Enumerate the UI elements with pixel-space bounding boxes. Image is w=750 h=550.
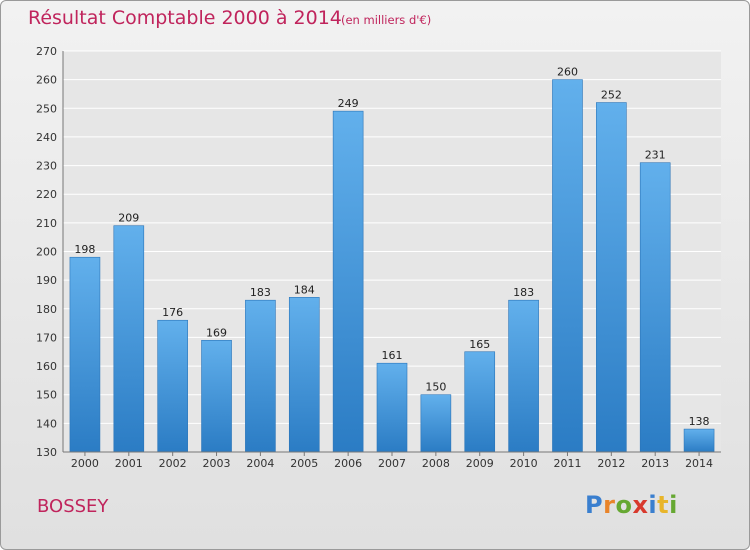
- y-tick-label: 140: [36, 417, 57, 430]
- bar-2014: [683, 428, 715, 453]
- data-label-2005: 184: [294, 283, 315, 296]
- data-label-2009: 165: [469, 338, 490, 351]
- x-tick-label-2014: 2014: [685, 457, 713, 470]
- bar-2004: [245, 299, 276, 453]
- y-tick-label: 250: [36, 102, 57, 115]
- x-tick-label-2009: 2009: [466, 457, 494, 470]
- x-tick-label-2012: 2012: [597, 457, 625, 470]
- bar-2000: [69, 256, 101, 453]
- x-tick-label-2003: 2003: [203, 457, 231, 470]
- chart-subtitle: (en milliers d'€): [341, 13, 432, 27]
- bar-2012: [596, 102, 627, 453]
- bar-2001: [113, 225, 145, 453]
- x-tick-label-2013: 2013: [641, 457, 669, 470]
- logo-letter: r: [603, 491, 616, 519]
- x-tick-label-2010: 2010: [510, 457, 538, 470]
- logo-letter: P: [585, 491, 604, 519]
- y-tick-label: 260: [36, 74, 57, 87]
- x-tick-label-2005: 2005: [290, 457, 318, 470]
- data-label-2011: 260: [557, 66, 578, 79]
- y-tick-label: 150: [36, 389, 57, 402]
- bar-2002: [157, 319, 188, 453]
- logo-letter: o: [615, 491, 633, 519]
- y-tick-label: 240: [36, 131, 57, 144]
- y-tick-label: 230: [36, 160, 57, 173]
- x-tick-label-2011: 2011: [553, 457, 581, 470]
- data-label-2013: 231: [645, 149, 666, 162]
- bar-2005: [288, 297, 320, 453]
- x-tick-label-2001: 2001: [115, 457, 143, 470]
- chart-title: Résultat Comptable 2000 à 2014: [28, 7, 342, 29]
- commune-name: BOSSEY: [37, 496, 109, 517]
- data-label-2008: 150: [425, 381, 446, 394]
- logo-letter: x: [632, 491, 649, 519]
- bar-2010: [508, 299, 539, 453]
- bar-2003: [201, 339, 232, 453]
- data-label-2010: 183: [513, 286, 534, 299]
- x-tick-label-2004: 2004: [246, 457, 274, 470]
- data-label-2006: 249: [338, 97, 359, 110]
- x-tick-label-2000: 2000: [71, 457, 99, 470]
- y-tick-label: 160: [36, 360, 57, 373]
- y-tick-label: 270: [36, 45, 57, 58]
- y-tick-label: 130: [36, 446, 57, 459]
- y-tick-label: 170: [36, 331, 57, 344]
- proxiti-logo: Proxiti: [585, 491, 678, 519]
- data-label-2012: 252: [601, 89, 622, 102]
- x-tick-label-2002: 2002: [159, 457, 187, 470]
- y-tick-label: 200: [36, 246, 57, 259]
- bar-2013: [639, 162, 671, 453]
- bar-2009: [464, 351, 496, 453]
- y-tick-label: 220: [36, 188, 57, 201]
- logo-letter: t: [657, 491, 670, 519]
- y-tick-label: 180: [36, 303, 57, 316]
- data-label-2014: 138: [689, 415, 710, 428]
- data-label-2007: 161: [382, 349, 403, 362]
- bar-2007: [376, 362, 408, 453]
- y-tick-label: 210: [36, 217, 57, 230]
- data-label-2001: 209: [118, 212, 139, 225]
- data-label-2002: 176: [162, 306, 183, 319]
- bar-2011: [552, 79, 583, 453]
- bar-2006: [332, 110, 364, 453]
- data-label-2000: 198: [74, 243, 95, 256]
- x-tick-label-2008: 2008: [422, 457, 450, 470]
- data-label-2003: 169: [206, 326, 227, 339]
- logo-letter: i: [669, 491, 678, 519]
- data-label-2004: 183: [250, 286, 271, 299]
- x-tick-label-2007: 2007: [378, 457, 406, 470]
- bar-2008: [420, 394, 452, 453]
- logo-letter: i: [648, 491, 658, 519]
- y-tick-label: 190: [36, 274, 57, 287]
- x-tick-label-2006: 2006: [334, 457, 362, 470]
